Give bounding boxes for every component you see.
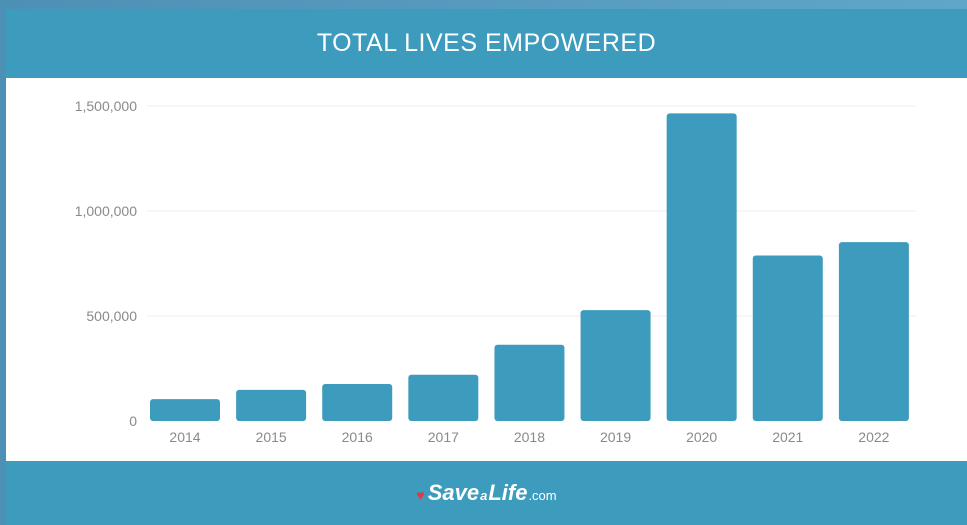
x-tick-label: 2019 [600,429,631,445]
logo-life-text: Life [488,480,528,505]
logo-save-text: Save [427,480,480,505]
x-tick-label: 2017 [428,429,459,445]
x-tick-label: 2020 [686,429,717,445]
infographic-frame: TOTAL LIVES EMPOWERED 0 500,000 1,000,000 1… [6,9,967,525]
bar [666,113,737,421]
x-tick-label: 2016 [342,429,373,445]
x-tick-label: 2021 [772,429,803,445]
footer-bar: ♥ Save a Life .com [6,461,967,525]
y-tick-label: 1,500,000 [75,98,137,114]
heart-icon: ♥ [416,487,425,503]
logo-a-text: a [480,488,488,503]
bar [236,389,307,421]
x-tick-label: 2018 [514,429,545,445]
bar [408,374,479,421]
savealife-logo[interactable]: ♥ Save a Life .com [416,480,556,506]
chart-panel: 0 500,000 1,000,000 1,500,000 2014 2015 2016 20… [6,78,967,461]
bar [150,399,220,421]
bar [752,255,823,421]
x-tick-label: 2022 [858,429,889,445]
x-tick-label: 2015 [256,429,287,445]
bar [838,242,909,421]
y-tick-label: 0 [129,413,137,429]
bar-chart: 0 500,000 1,000,000 1,500,000 2014 2015 2016 20… [75,98,916,445]
chart-title: TOTAL LIVES EMPOWERED [316,29,657,57]
y-tick-label: 500,000 [86,308,137,324]
bar [322,384,393,421]
logo-com-text: .com [528,488,557,503]
bar [580,310,651,421]
bar [494,344,565,421]
x-tick-label: 2014 [169,429,200,445]
y-tick-label: 1,000,000 [75,203,137,219]
